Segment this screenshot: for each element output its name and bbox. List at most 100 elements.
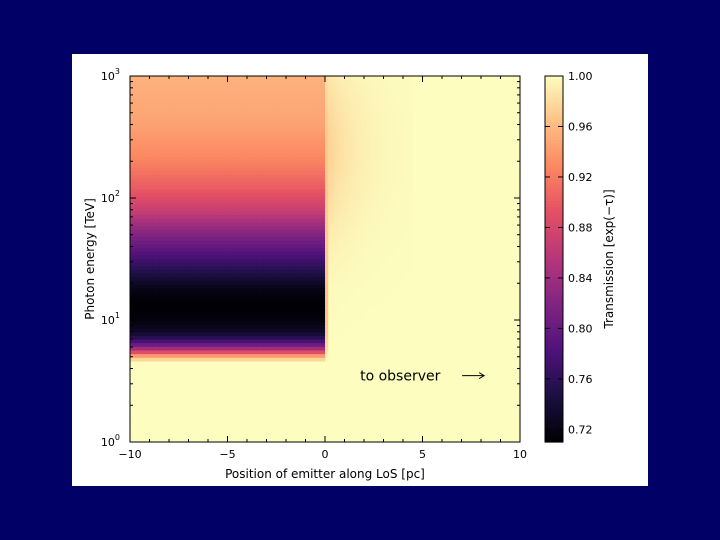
heatmap-cell — [377, 119, 381, 125]
heatmap-cell — [299, 141, 303, 147]
heatmap-cell — [214, 138, 219, 143]
heatmap-cell — [396, 149, 401, 154]
heatmap-cell — [204, 94, 209, 99]
heatmap-cell — [435, 189, 440, 194]
heatmap-cell — [422, 174, 427, 180]
heatmap-cell — [321, 189, 326, 194]
heatmap-cell — [438, 97, 443, 103]
heatmap-cell — [396, 101, 401, 106]
heatmap-cell — [406, 167, 411, 172]
heatmap-cell — [510, 207, 515, 213]
heatmap-cell — [136, 211, 141, 216]
heatmap-cell — [260, 134, 264, 139]
heatmap-cell — [357, 174, 362, 180]
heatmap-cell — [347, 178, 352, 183]
heatmap-cell — [373, 163, 378, 169]
heatmap-cell — [377, 116, 381, 121]
heatmap-cell — [338, 152, 342, 158]
heatmap-cell — [468, 174, 472, 180]
heatmap-cell — [367, 178, 372, 183]
heatmap-cell — [357, 138, 362, 143]
heatmap-cell — [302, 185, 307, 191]
heatmap-cell — [188, 174, 193, 180]
heatmap-cell — [204, 123, 209, 128]
heatmap-cell — [448, 101, 453, 106]
heatmap-cell — [162, 163, 167, 169]
heatmap-cell — [429, 182, 433, 187]
heatmap-cell — [172, 178, 177, 183]
heatmap-cell — [191, 156, 196, 161]
heatmap-cell — [373, 182, 378, 187]
heatmap-cell — [354, 130, 359, 136]
heatmap-cell — [247, 138, 251, 143]
heatmap-cell — [425, 182, 430, 187]
heatmap-cell — [230, 156, 235, 161]
heatmap-cell — [422, 178, 427, 183]
heatmap-cell — [136, 123, 141, 128]
heatmap-cell — [195, 101, 199, 106]
heatmap-cell — [318, 86, 323, 92]
heatmap-cell — [438, 204, 443, 209]
heatmap-cell — [409, 86, 414, 92]
heatmap-cell — [149, 101, 154, 106]
heatmap-cell — [393, 112, 398, 117]
heatmap-cell — [315, 123, 320, 128]
heatmap-cell — [237, 108, 242, 114]
heatmap-cell — [234, 101, 238, 106]
heatmap-cell — [305, 108, 310, 114]
heatmap-cell — [380, 90, 385, 95]
heatmap-cell — [282, 207, 287, 213]
heatmap-cells — [130, 76, 520, 442]
heatmap-cell — [149, 123, 154, 128]
heatmap-cell — [494, 138, 498, 143]
heatmap-cell — [318, 196, 323, 202]
heatmap-cell — [260, 94, 264, 99]
heatmap-cell — [347, 130, 352, 136]
heatmap-cell — [139, 163, 144, 169]
heatmap-cell — [481, 86, 485, 92]
heatmap-cell — [214, 112, 219, 117]
heatmap-cell — [513, 171, 518, 176]
heatmap-cell — [370, 83, 375, 88]
heatmap-cell — [396, 215, 401, 220]
heatmap-cell — [338, 196, 342, 202]
heatmap-cell — [396, 134, 401, 139]
heatmap-cell — [448, 145, 453, 150]
heatmap-cell — [217, 196, 222, 202]
heatmap-cell — [393, 178, 398, 183]
heatmap-cell — [198, 160, 203, 165]
heatmap-cell — [146, 178, 151, 183]
heatmap-cell — [409, 204, 414, 209]
heatmap-cell — [334, 130, 339, 136]
heatmap-cell — [305, 149, 310, 154]
heatmap-cell — [208, 196, 212, 202]
heatmap-cell — [302, 108, 307, 114]
heatmap-cell — [360, 101, 365, 106]
heatmap-cell — [409, 76, 414, 81]
heatmap-cell — [286, 134, 290, 139]
heatmap-cell — [292, 79, 297, 84]
heatmap-cell — [510, 171, 515, 176]
heatmap-cell — [341, 204, 346, 209]
heatmap-cell — [299, 97, 303, 103]
heatmap-cell — [276, 145, 281, 150]
heatmap-cell — [305, 141, 310, 147]
heatmap-cell — [487, 145, 492, 150]
heatmap-cell — [172, 97, 177, 103]
heatmap-cell — [419, 97, 424, 103]
heatmap-cell — [341, 116, 346, 121]
heatmap-cell — [198, 79, 203, 84]
heatmap-cell — [269, 171, 274, 176]
heatmap-cell — [487, 130, 492, 136]
heatmap-cell — [328, 138, 333, 143]
heatmap-cell — [175, 207, 180, 213]
heatmap-cell — [360, 105, 365, 110]
heatmap-cell — [260, 90, 264, 95]
heatmap-cell — [305, 119, 310, 125]
heatmap-cell — [503, 116, 508, 121]
heatmap-cell — [295, 174, 300, 180]
heatmap-cell — [308, 171, 313, 176]
heatmap-cell — [377, 141, 381, 147]
heatmap-cell — [266, 156, 271, 161]
heatmap-cell — [370, 196, 375, 202]
